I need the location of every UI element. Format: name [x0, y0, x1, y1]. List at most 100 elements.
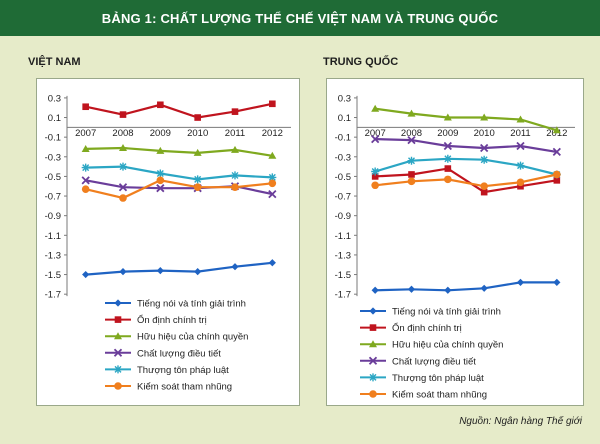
- data-point-chat-luong-dieu-tiet: [407, 135, 416, 145]
- legend-china: Tiếng nói và tính giải trình Ổn định chín…: [360, 307, 503, 401]
- legend-swatch-marker: [114, 382, 122, 390]
- legend-label: Tiếng nói và tính giải trình: [137, 299, 246, 310]
- data-point-tieng-noi-va-tinh-giai-trinh: [231, 263, 239, 271]
- legend-swatch-marker: [369, 390, 377, 398]
- data-point-thuong-ton-phap-luat: [156, 169, 165, 178]
- legend-item-kiem-soat-tham-nhung: Kiểm soát tham nhũng: [105, 382, 232, 393]
- x-tick-label: 2010: [187, 128, 208, 139]
- data-point-thuong-ton-phap-luat: [371, 167, 380, 176]
- y-tick-label: 0.3: [338, 93, 351, 104]
- data-point-huu-hieu-cua-chinh-quyen: [193, 148, 202, 156]
- legend-label: Kiểm soát tham nhũng: [392, 390, 487, 401]
- y-tick-label: -1.3: [335, 250, 351, 261]
- y-tick-label: -1.3: [45, 250, 61, 261]
- data-point-tieng-noi-va-tinh-giai-trinh: [407, 285, 416, 293]
- data-point-tieng-noi-va-tinh-giai-trinh: [194, 268, 202, 276]
- series-on-dinh-chinh-tri: [371, 165, 561, 196]
- series-line-kiem-soat-tham-nhung: [85, 179, 273, 200]
- x-tick-label: 2009: [150, 128, 171, 139]
- legend-item-chat-luong-dieu-tiet: Chất lượng điều tiết: [105, 348, 221, 359]
- legend-swatch-marker: [369, 340, 377, 348]
- data-point-tieng-noi-va-tinh-giai-trinh: [119, 268, 127, 276]
- data-point-on-dinh-chinh-tri: [480, 188, 488, 196]
- data-point-huu-hieu-cua-chinh-quyen: [119, 143, 127, 151]
- data-point-kiem-soat-tham-nhung: [268, 179, 277, 188]
- data-point-chat-luong-dieu-tiet: [443, 141, 452, 151]
- data-point-huu-hieu-cua-chinh-quyen: [443, 113, 452, 121]
- data-point-huu-hieu-cua-chinh-quyen: [268, 151, 277, 159]
- data-point-tieng-noi-va-tinh-giai-trinh: [553, 278, 561, 287]
- data-point-kiem-soat-tham-nhung: [444, 175, 452, 184]
- legend-item-tieng-noi-va-tinh-giai-trinh: Tiếng nói và tính giải trình: [360, 307, 501, 318]
- data-point-kiem-soat-tham-nhung: [480, 182, 488, 191]
- data-point-huu-hieu-cua-chinh-quyen: [371, 104, 380, 112]
- legend-item-chat-luong-dieu-tiet: Chất lượng điều tiết: [360, 356, 476, 367]
- x-tick-label: 2007: [365, 128, 386, 139]
- data-point-on-dinh-chinh-tri: [119, 111, 127, 118]
- data-point-kiem-soat-tham-nhung: [193, 183, 202, 192]
- series-line-thuong-ton-phap-luat: [374, 157, 558, 176]
- y-tick-label: 0.1: [48, 113, 61, 124]
- y-tick-label: 0.3: [48, 93, 61, 104]
- y-tick-label: -1.7: [45, 290, 61, 301]
- data-point-tieng-noi-va-tinh-giai-trinh: [156, 267, 164, 275]
- x-tick-label: 2010: [474, 128, 495, 139]
- legend-swatch-marker: [113, 348, 123, 357]
- x-tick-label: 2007: [75, 128, 96, 139]
- y-axis: 0.3 0.1 -0.1 -0.3 -0.5 -0.7 -0.9 -1.1 -1.3 -1.5 -1…: [45, 93, 68, 301]
- data-point-huu-hieu-cua-chinh-quyen: [516, 115, 525, 123]
- series-line-huu-hieu-cua-chinh-quyen: [375, 107, 558, 132]
- data-point-on-dinh-chinh-tri: [517, 182, 524, 190]
- data-point-on-dinh-chinh-tri: [553, 177, 561, 184]
- chart-panel-china: 0.3 0.1 -0.1 -0.3 -0.5 -0.7 -0.9 -1.1 -1.3 -1.5 -1…: [326, 78, 584, 406]
- data-point-tieng-noi-va-tinh-giai-trinh: [82, 270, 90, 279]
- legend-swatch-marker: [369, 324, 377, 331]
- data-point-huu-hieu-cua-chinh-quyen: [231, 145, 239, 153]
- data-point-huu-hieu-cua-chinh-quyen: [552, 126, 561, 134]
- y-tick-label: -0.9: [45, 211, 61, 222]
- y-tick-label: -0.3: [335, 152, 351, 163]
- legend-label: Tiếng nói và tính giải trình: [392, 307, 501, 318]
- data-point-huu-hieu-cua-chinh-quyen: [480, 113, 489, 121]
- line-chart-china: 0.3 0.1 -0.1 -0.3 -0.5 -0.7 -0.9 -1.1 -1.3 -1.5 -1…: [335, 93, 575, 401]
- data-point-kiem-soat-tham-nhung: [156, 176, 165, 185]
- table-title-bar: BẢNG 1: CHẤT LƯỢNG THỂ CHẾ VIỆT NAM VÀ T…: [0, 0, 600, 36]
- data-point-kiem-soat-tham-nhung: [81, 185, 90, 193]
- legend-label: Chất lượng điều tiết: [392, 356, 476, 367]
- legend-label: Ổn định chính trị: [392, 322, 462, 334]
- y-tick-label: 0.1: [338, 113, 351, 124]
- data-point-chat-luong-dieu-tiet: [516, 141, 525, 151]
- series-chat-luong-dieu-tiet: [371, 134, 561, 157]
- data-point-on-dinh-chinh-tri: [231, 108, 239, 115]
- series-line-tieng-noi-va-tinh-giai-trinh: [375, 281, 557, 292]
- y-tick-label: -0.1: [45, 133, 61, 144]
- series-huu-hieu-cua-chinh-quyen: [81, 143, 277, 159]
- data-point-thuong-ton-phap-luat: [231, 171, 239, 180]
- legend-swatch-marker: [369, 307, 377, 315]
- legend-item-thuong-ton-phap-luat: Thượng tôn pháp luật: [105, 365, 229, 376]
- data-point-kiem-soat-tham-nhung: [231, 183, 239, 192]
- data-point-on-dinh-chinh-tri: [371, 173, 379, 180]
- data-point-on-dinh-chinh-tri: [82, 103, 89, 111]
- legend-swatch-marker: [369, 373, 377, 382]
- legend-swatch-marker: [368, 356, 378, 365]
- legend-label: Thượng tôn pháp luật: [392, 373, 484, 384]
- x-axis: 2007 2008 2009 2010 2011 2012: [357, 126, 575, 139]
- legend-swatch-marker: [114, 316, 122, 323]
- legend-item-tieng-noi-va-tinh-giai-trinh: Tiếng nói và tính giải trình: [105, 299, 246, 310]
- data-point-chat-luong-dieu-tiet: [81, 176, 90, 185]
- y-tick-label: -1.5: [45, 270, 61, 281]
- data-point-on-dinh-chinh-tri: [408, 171, 415, 178]
- legend-label: Hữu hiệu của chính quyền: [392, 340, 503, 351]
- legend-label: Hữu hiệu của chính quyền: [137, 332, 248, 343]
- data-point-tieng-noi-va-tinh-giai-trinh: [480, 284, 488, 292]
- x-tick-label: 2009: [437, 128, 458, 139]
- x-axis: 2007 2008 2009 2010 2011 2012: [67, 126, 291, 139]
- y-axis: 0.3 0.1 -0.1 -0.3 -0.5 -0.7 -0.9 -1.1 -1.3 -1.5 -1…: [335, 93, 358, 301]
- x-tick-label: 2008: [112, 128, 133, 139]
- data-point-on-dinh-chinh-tri: [157, 101, 164, 109]
- data-point-kiem-soat-tham-nhung: [553, 170, 561, 179]
- y-tick-label: -0.9: [335, 211, 351, 222]
- legend-label: Ổn định chính trị: [137, 314, 207, 326]
- country-label-vietnam: VIỆT NAM: [28, 56, 81, 68]
